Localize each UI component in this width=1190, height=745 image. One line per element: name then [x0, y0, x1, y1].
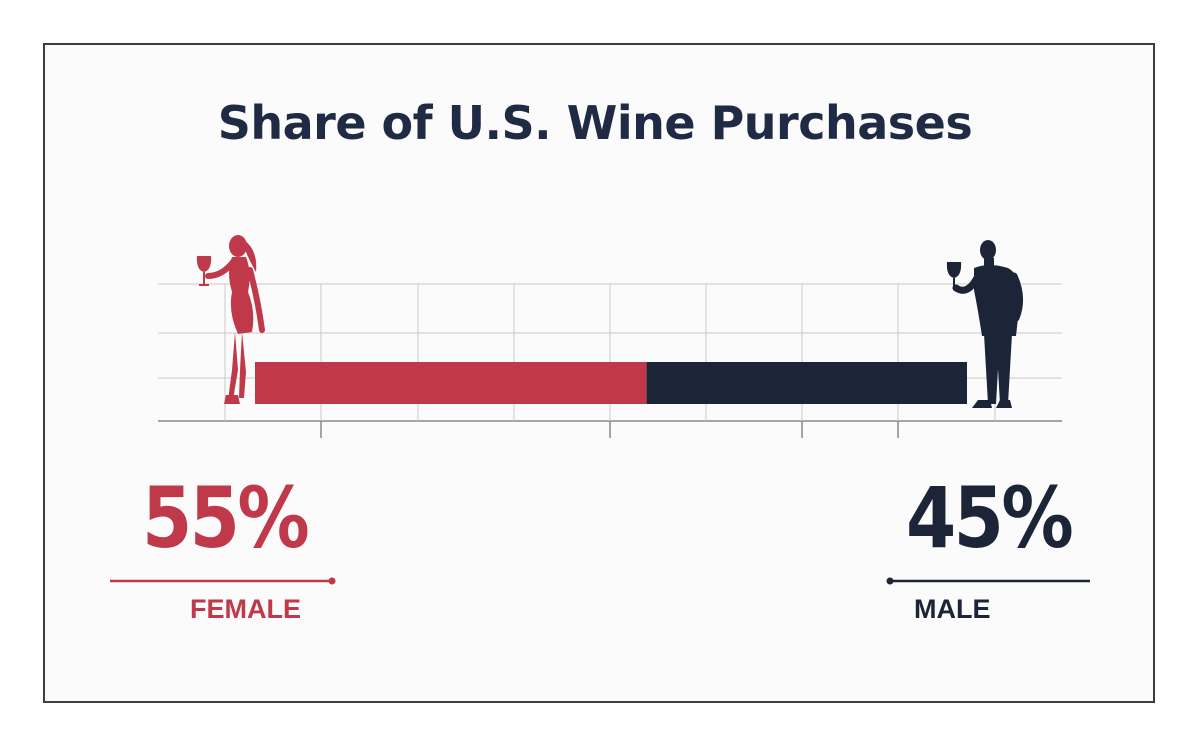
chart-grid: [158, 283, 1062, 438]
male-percentage-label: 45%: [906, 469, 1074, 567]
male-series-label: MALE: [914, 594, 991, 624]
male-underline: [886, 577, 1090, 585]
bar-group: [255, 362, 967, 404]
female-underline: [110, 577, 336, 585]
bar-segment-male: [646, 362, 967, 404]
female-percentage-label: 55%: [142, 469, 310, 567]
woman-with-wine-glass-icon: [196, 235, 265, 404]
chart-title: Share of U.S. Wine Purchases: [217, 96, 973, 150]
female-series-label: FEMALE: [190, 594, 301, 624]
man-with-wine-glass-icon: [946, 240, 1023, 408]
bar-segment-female: [255, 362, 647, 404]
